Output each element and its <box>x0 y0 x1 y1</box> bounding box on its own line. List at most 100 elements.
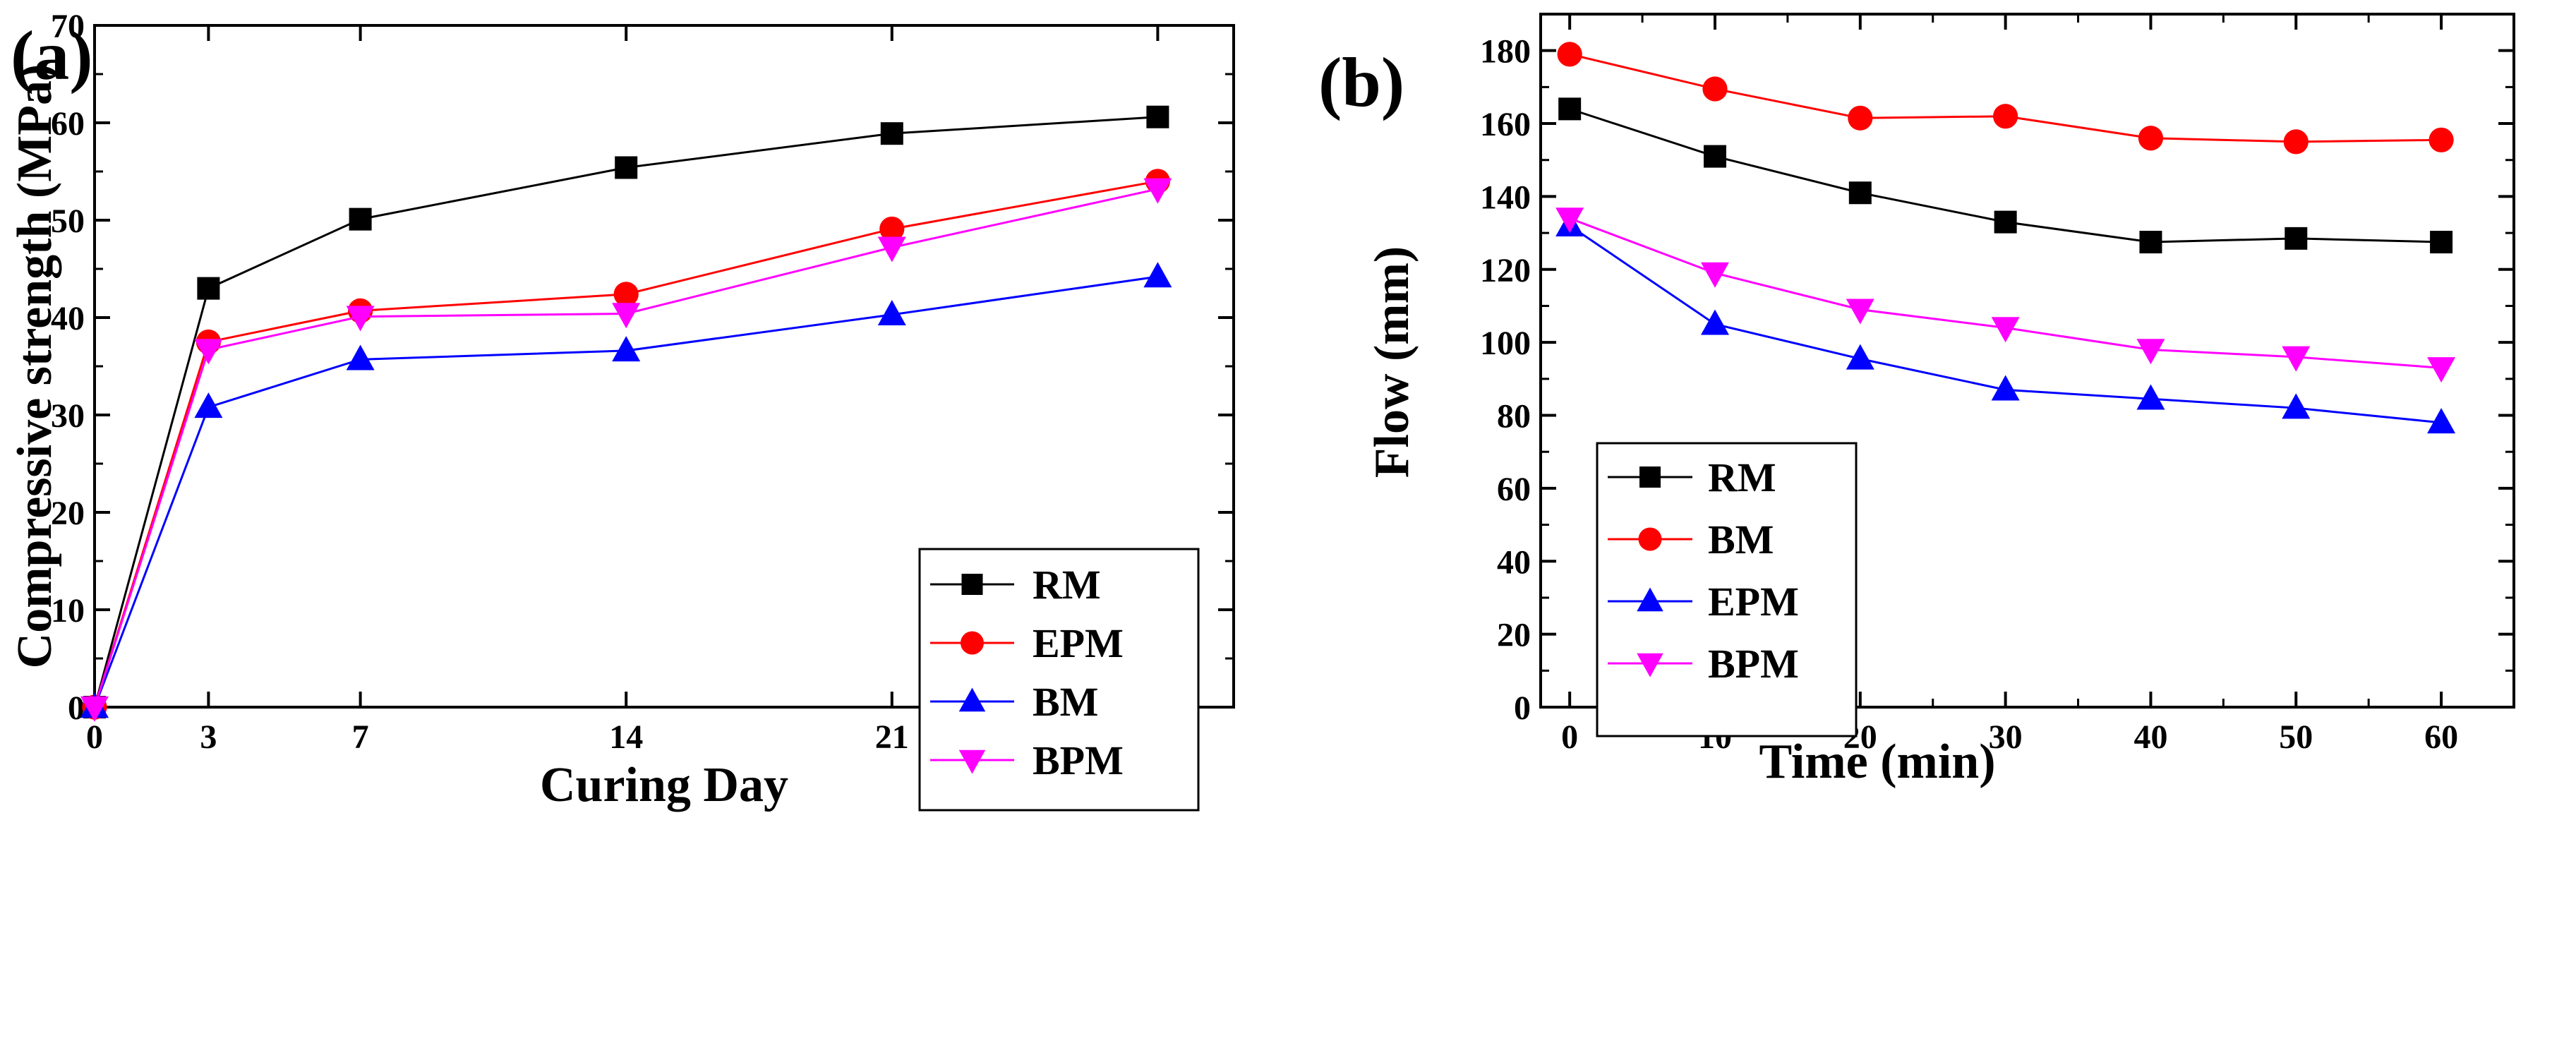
panel-a-series-rm-line <box>93 116 1158 708</box>
panel-b-bpm-point <box>2136 339 2165 365</box>
panel-b-bpm-point <box>1846 299 1874 325</box>
panel-a-ytick-label: 10 <box>51 592 85 630</box>
panel-a-series-epm-line <box>93 180 1158 708</box>
panel-b-bpm-point <box>2427 357 2456 383</box>
panel-a-xtick-label: 0 <box>86 718 103 756</box>
panel-b-bpm-point <box>1555 207 1584 234</box>
panel-b-epm-point <box>1700 309 1729 335</box>
panel-a-legend-epm-label: EPM <box>1033 620 1124 666</box>
panel-a-bpm-point <box>194 339 223 365</box>
chart-panel-b: 0204060801001201401601800102030405060Tim… <box>1365 13 2515 789</box>
panel-b-rm-point <box>1994 210 2017 234</box>
panel-b-rm-point <box>2430 231 2453 254</box>
panel-a-x-axis-title: Curing Day <box>540 758 788 812</box>
panel-a-xtick-label: 21 <box>875 718 909 756</box>
panel-b-legend-bm-label: BM <box>1708 517 1774 562</box>
panel-b-bm-point <box>1702 76 1728 102</box>
panel-a-bpm-point <box>346 306 375 332</box>
panel-b-legend-rm-marker <box>1639 466 1661 488</box>
panel-b-ytick-label: 20 <box>1497 617 1531 654</box>
panel-b-rm-point <box>2139 231 2162 254</box>
panel-b-label: (b) <box>1318 43 1404 121</box>
panel-a-xtick-label: 7 <box>352 718 369 756</box>
panel-a-bm-point <box>612 336 641 362</box>
panel-a-legend-bpm-label: BPM <box>1033 737 1124 783</box>
panel-b-series-bpm-line <box>1569 217 2442 369</box>
panel-a-epm-point <box>613 282 639 307</box>
panel-a-bpm-point <box>612 303 641 329</box>
panel-b-ytick-label: 0 <box>1514 689 1531 727</box>
panel-b-bm-point <box>2283 129 2309 155</box>
panel-b-epm-point <box>1846 344 1874 370</box>
panel-a-series-bpm-line <box>93 188 1158 708</box>
panel-a-ytick-label: 0 <box>68 689 85 727</box>
panel-b-legend-bpm-label: BPM <box>1708 641 1799 687</box>
panel-a-bm-point <box>877 300 906 326</box>
panel-a-legend-rm-marker <box>961 574 983 595</box>
panel-b-ytick-label: 160 <box>1480 106 1531 143</box>
panel-b-epm-point <box>2427 408 2456 434</box>
panel-a-legend-bpm-marker <box>958 749 986 774</box>
panel-a-y-axis-title: Compressive strength (MPa) <box>8 64 62 669</box>
panel-b-epm-point <box>2136 384 2165 410</box>
panel-b-rm-point <box>1848 181 1872 205</box>
panel-a-bpm-point <box>877 236 906 263</box>
panel-a-bm-point <box>1143 262 1172 288</box>
panel-b-legend-rm-label: RM <box>1708 454 1776 500</box>
panel-a-ytick-label: 60 <box>51 105 85 143</box>
panel-b-xtick-label: 30 <box>1989 718 2023 756</box>
panel-a-legend-epm-marker <box>961 631 984 655</box>
panel-a-legend-bm-marker <box>958 687 986 712</box>
panel-a-ytick-label: 50 <box>51 203 85 240</box>
panel-b-ytick-label: 80 <box>1497 398 1531 435</box>
panel-a-bm-point <box>346 344 375 371</box>
panel-a-legend-rm-label: RM <box>1033 562 1101 608</box>
chart-panel-a: 010203040506070037142128Curing DayCompre… <box>8 8 1235 812</box>
panel-a-bpm-point <box>80 696 109 722</box>
panel-b-legend-epm-marker <box>1637 587 1663 612</box>
panel-a-ytick-label: 30 <box>51 397 85 435</box>
panel-b-xtick-label: 60 <box>2424 718 2458 756</box>
panel-b-xtick-label: 50 <box>2279 718 2313 756</box>
panel-b-ytick-label: 100 <box>1480 325 1531 362</box>
panel-a-xtick-label: 3 <box>200 718 217 756</box>
panel-a-rm-point <box>880 122 903 145</box>
panel-a-rm-point <box>1146 105 1169 128</box>
panel-a-rm-point <box>197 277 220 300</box>
panel-b-xtick-label: 40 <box>2133 718 2167 756</box>
panel-b-legend-bm-marker <box>1638 527 1662 551</box>
panel-a-epm-point <box>879 216 905 242</box>
panel-a-bm-point <box>194 392 223 418</box>
panel-b-ytick-label: 140 <box>1480 179 1531 216</box>
panel-b-x-axis-title: Time (min) <box>1759 735 1995 789</box>
panel-a-ytick-label: 40 <box>51 300 85 337</box>
panel-b-rm-point <box>2285 227 2308 250</box>
panel-b-bm-point <box>2428 127 2454 152</box>
panel-b-ytick-label: 40 <box>1497 543 1531 581</box>
panel-a-rm-point <box>349 207 372 231</box>
panel-a-bpm-point <box>1143 178 1172 204</box>
panel-b-bm-point <box>1993 104 2018 129</box>
panel-b-legend-bpm-marker <box>1637 653 1663 677</box>
panel-b-ytick-label: 180 <box>1480 33 1531 71</box>
panel-b-bm-point <box>1557 42 1582 67</box>
panel-b-bpm-point <box>1700 262 1729 288</box>
panel-a-ytick-label: 70 <box>51 8 85 45</box>
panel-b-axes-frame <box>1539 13 2515 709</box>
panel-b-legend-epm-label: EPM <box>1708 579 1799 625</box>
panel-a-label: (a) <box>11 16 93 95</box>
panel-a-ytick-label: 20 <box>51 495 85 532</box>
panel-a-legend-bm-label: BM <box>1033 679 1098 725</box>
panel-b-epm-point <box>1991 375 2020 401</box>
panel-b-ytick-label: 60 <box>1497 471 1531 508</box>
panel-b-bm-point <box>1848 105 1873 131</box>
panel-b-ytick-label: 120 <box>1480 252 1531 289</box>
panel-b-bpm-point <box>2282 346 2311 372</box>
panel-b-xtick-label: 0 <box>1561 718 1578 756</box>
panel-b-epm-point <box>2282 393 2311 419</box>
panel-b-rm-point <box>1558 97 1582 121</box>
panel-b-y-axis-title: Flow (mm) <box>1365 246 1419 478</box>
panel-a-xtick-label: 14 <box>609 718 643 756</box>
panel-b-bm-point <box>2138 126 2164 151</box>
